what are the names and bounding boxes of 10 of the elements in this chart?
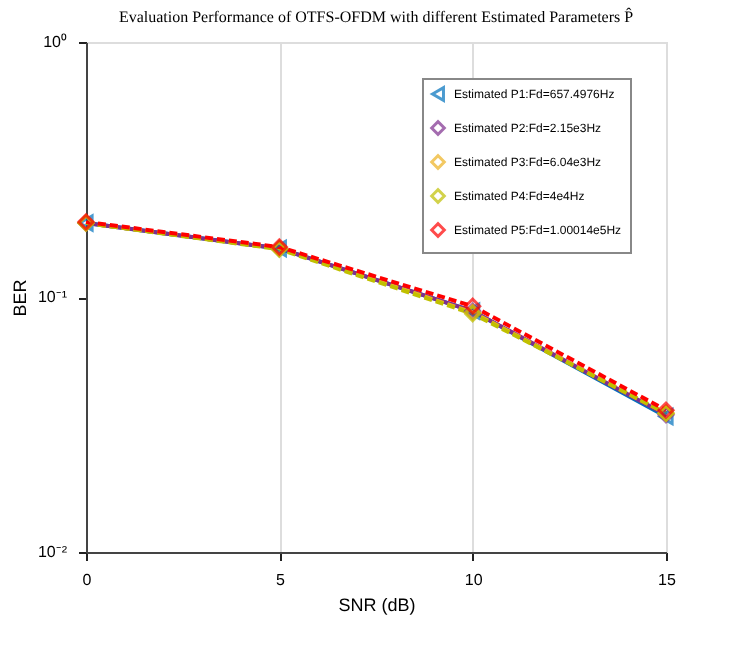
y-tick-label: 10⁰ [43,33,67,51]
x-tick-label: 5 [275,571,286,589]
y-axis-title: BER [9,278,30,317]
y-tick-label: 10⁻¹ [37,288,68,306]
x-axis-title: SNR (dB) [338,595,416,615]
x-tick-label: 15 [658,571,677,589]
x-tick-label: 10 [464,571,484,589]
y-tick-label: 10⁻² [37,543,68,561]
x-tick-label: 0 [82,571,93,589]
chart-title: Evaluation Performance of OTFS-OFDM with different Estimated Parameters P̂ [118,6,635,26]
